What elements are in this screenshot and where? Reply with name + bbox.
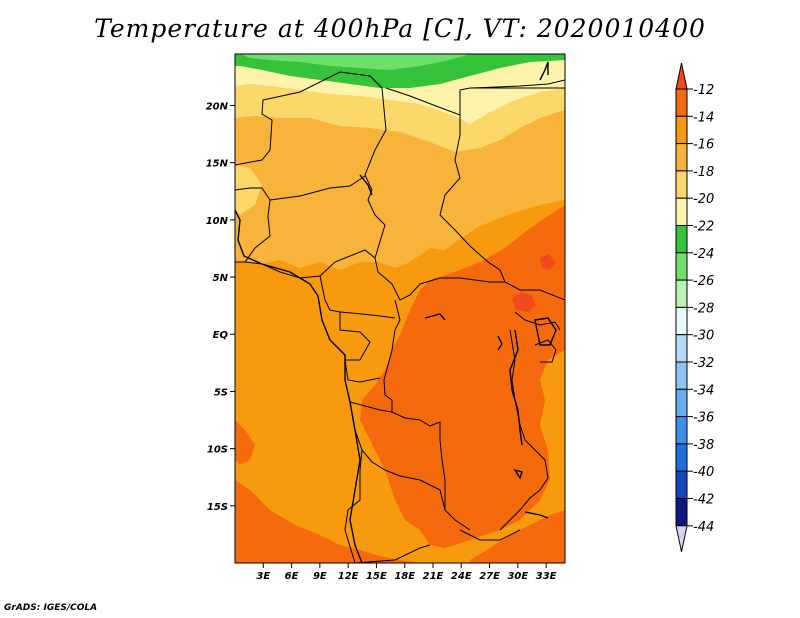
lon-tick-label: 27E xyxy=(479,571,500,582)
temp-band-12-spot xyxy=(512,292,536,312)
colorbar-swatch xyxy=(675,388,688,418)
colorbar-label: -16 xyxy=(693,138,714,153)
temp-band-20-tongue xyxy=(235,165,262,215)
colorbar-swatch xyxy=(675,279,688,308)
lon-tick-label: 33E xyxy=(536,571,557,582)
credit-label: GrADS: IGES/COLA xyxy=(4,603,98,613)
lon-tick-label: 3E xyxy=(256,571,270,582)
colorbar-label: -26 xyxy=(693,274,714,289)
temp-band-14-west xyxy=(235,420,255,465)
lat-tick-label: 5N xyxy=(213,273,229,284)
colorbar-swatch xyxy=(675,88,688,117)
temp-band-14-center xyxy=(360,205,565,548)
colorbar-swatch xyxy=(675,225,688,254)
colorbar-label: -18 xyxy=(693,165,714,180)
lat-tick-label: 15S xyxy=(207,502,228,513)
colorbar-swatch xyxy=(675,115,688,145)
colorbar-label: -14 xyxy=(693,110,714,125)
lon-tick-label: 15E xyxy=(366,571,387,582)
lon-axis: 3E 6E 9E 12E 15E 18E 21E 24E 27E 30E 33E xyxy=(256,563,557,582)
colorbar-swatch xyxy=(675,143,688,172)
temp-band-26 xyxy=(240,54,470,70)
lat-tick-label: 10N xyxy=(206,216,229,227)
lat-axis: 20N 15N 10N 5N EQ 5S 10S 15S xyxy=(206,101,235,513)
colorbar-label: -44 xyxy=(693,520,714,535)
lon-tick-label: 12E xyxy=(338,571,359,582)
colorbar-swatch xyxy=(675,416,688,445)
colorbar-label: -32 xyxy=(693,356,714,371)
colorbar-swatch xyxy=(675,470,688,500)
colorbar-label: -40 xyxy=(693,465,714,480)
colorbar-label: -24 xyxy=(693,247,714,262)
lon-tick-label: 24E xyxy=(451,571,472,582)
colorbar-label: -20 xyxy=(693,192,714,207)
coastlines xyxy=(235,61,557,563)
colorbar-label: -28 xyxy=(693,301,714,316)
colorbar-label: -12 xyxy=(693,83,714,98)
lon-tick-label: 9E xyxy=(313,571,327,582)
colorbar-swatch xyxy=(675,443,688,472)
temp-band-14-southeast xyxy=(470,510,565,563)
colorbar-label: -22 xyxy=(693,220,714,235)
colorbar-arrow-bottom xyxy=(675,525,688,552)
page-title: Temperature at 400hPa [C], VT: 202001040… xyxy=(94,14,706,43)
lat-tick-label: 15N xyxy=(206,159,229,170)
colorbar-swatch xyxy=(675,170,688,199)
colorbar-swatch xyxy=(675,306,688,336)
colorbar-swatch xyxy=(675,197,688,226)
temp-band-14-southwest xyxy=(235,480,420,563)
lon-tick-label: 6E xyxy=(285,571,299,582)
lon-tick-label: 30E xyxy=(507,571,528,582)
lat-tick-label: 10S xyxy=(207,445,228,456)
lat-tick-label: 5S xyxy=(214,387,228,398)
lon-tick-label: 18E xyxy=(394,571,415,582)
colorbar-label: -42 xyxy=(693,493,714,508)
colorbar-label: -36 xyxy=(693,411,714,426)
lat-tick-label: 20N xyxy=(206,101,229,112)
colorbar-swatch xyxy=(675,334,688,363)
colorbar-swatch xyxy=(675,361,688,390)
colorbar-swatch xyxy=(675,498,688,527)
colorbar-swatch xyxy=(675,252,688,281)
colorbar-arrow-top xyxy=(675,62,688,90)
map-frame xyxy=(234,53,566,564)
colorbar: -12 -14 -16 -18 -20 -22 -24 -26 -28 -30 -32 -34 -36 -… xyxy=(675,62,714,552)
colorbar-label: -38 xyxy=(693,438,714,453)
lat-tick-label: EQ xyxy=(213,330,229,341)
temp-band-12-spot-2 xyxy=(540,254,556,270)
colorbar-label: -34 xyxy=(693,383,714,398)
lon-tick-label: 21E xyxy=(423,571,444,582)
map-plot xyxy=(235,54,565,563)
colorbar-label: -30 xyxy=(693,329,714,344)
